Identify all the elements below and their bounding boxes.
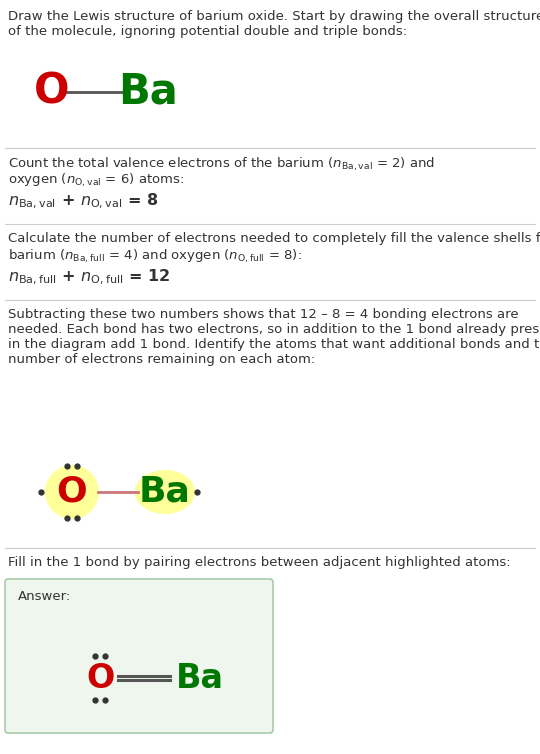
FancyBboxPatch shape [5,579,273,733]
Text: oxygen ($n_\mathrm{O,val}$ = 6) atoms:: oxygen ($n_\mathrm{O,val}$ = 6) atoms: [8,172,184,189]
Text: Answer:: Answer: [18,590,71,603]
Text: Count the total valence electrons of the barium ($n_\mathrm{Ba,val}$ = 2) and: Count the total valence electrons of the… [8,156,435,173]
Text: $n_\mathrm{Ba,val}$ + $n_\mathrm{O,val}$ = 8: $n_\mathrm{Ba,val}$ + $n_\mathrm{O,val}$… [8,192,158,211]
Ellipse shape [45,465,99,519]
Text: Ba: Ba [139,475,191,509]
Text: O: O [86,661,114,694]
Text: $n_\mathrm{Ba,full}$ + $n_\mathrm{O,full}$ = 12: $n_\mathrm{Ba,full}$ + $n_\mathrm{O,full… [8,268,171,287]
Text: Ba: Ba [176,661,224,694]
Text: O: O [57,475,87,509]
Text: barium ($n_\mathrm{Ba,full}$ = 4) and oxygen ($n_\mathrm{O,full}$ = 8):: barium ($n_\mathrm{Ba,full}$ = 4) and ox… [8,248,302,265]
Text: Draw the Lewis structure of barium oxide. Start by drawing the overall structure: Draw the Lewis structure of barium oxide… [8,10,540,38]
Text: Ba: Ba [118,71,178,113]
Text: O: O [34,71,70,113]
Text: Calculate the number of electrons needed to completely fill the valence shells f: Calculate the number of electrons needed… [8,232,540,245]
Text: Subtracting these two numbers shows that 12 – 8 = 4 bonding electrons are
needed: Subtracting these two numbers shows that… [8,308,540,366]
Ellipse shape [135,470,195,514]
Text: Fill in the 1 bond by pairing electrons between adjacent highlighted atoms:: Fill in the 1 bond by pairing electrons … [8,556,511,569]
